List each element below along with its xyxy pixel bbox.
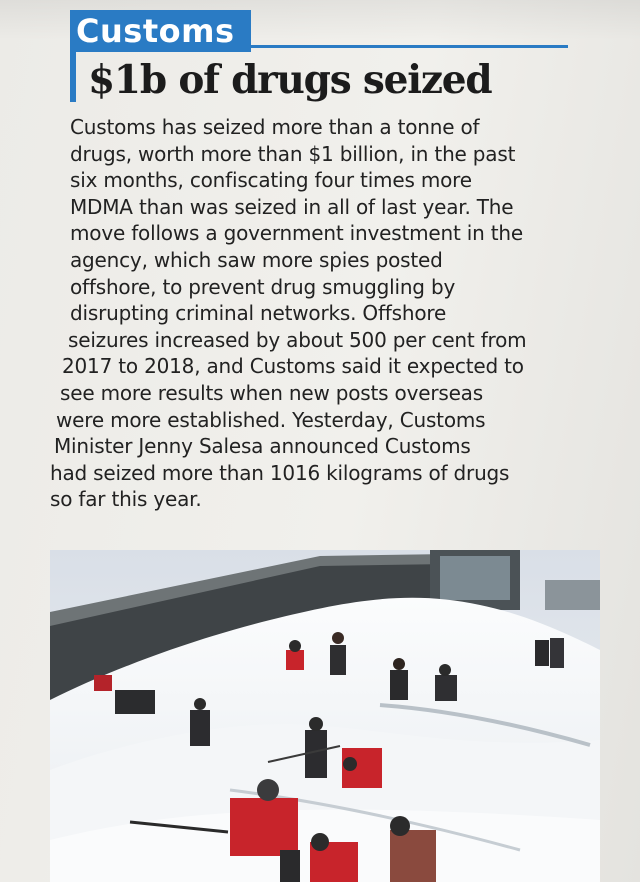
body-line: disrupting criminal networks. Offshore [70,301,447,326]
body-line: move follows a government investment in … [70,221,523,246]
body-line: offshore, to prevent drug smuggling by [70,274,456,299]
worker-dark [330,632,346,675]
body-line: agency, which saw more spies posted [70,247,443,272]
body-line: Customs has seized more than a tonne of [70,115,480,139]
section-label: Customs [70,10,251,52]
worker-dark [305,717,327,778]
body-line: MDMA than was seized in all of last year… [70,194,514,219]
body-line: Minister Jenny Salesa announced Customs [54,434,471,459]
worker-dark [435,664,457,701]
worker-red [286,640,304,670]
body-line: seizures increased by about 500 per cent… [68,327,527,352]
body-line: six months, confiscating four times more [70,168,472,193]
headline-accent-bar [70,52,76,102]
body-line: drugs, worth more than $1 billion, in th… [70,141,516,166]
headline: $1b of drugs seized [88,57,493,103]
worker-dark [535,638,564,668]
worker-plaid [390,816,436,882]
snow-shovelling-photo [50,550,600,882]
body-line: so far this year. [50,487,202,512]
worker-red [342,748,382,788]
article-body: Customs has seized more than a tonne of … [50,114,590,513]
body-line: 2017 to 2018, and Customs said it expect… [62,354,524,379]
body-line: had seized more than 1016 kilograms of d… [50,460,510,485]
body-line: see more results when new posts overseas [60,380,483,405]
worker-red [310,833,358,882]
worker-red [230,779,300,882]
photo-illustration [50,550,600,882]
worker-dark [94,675,155,714]
body-line: were more established. Yesterday, Custom… [56,407,486,432]
worker-dark [190,698,210,746]
section-rule [250,45,568,48]
worker-dark [390,658,408,700]
